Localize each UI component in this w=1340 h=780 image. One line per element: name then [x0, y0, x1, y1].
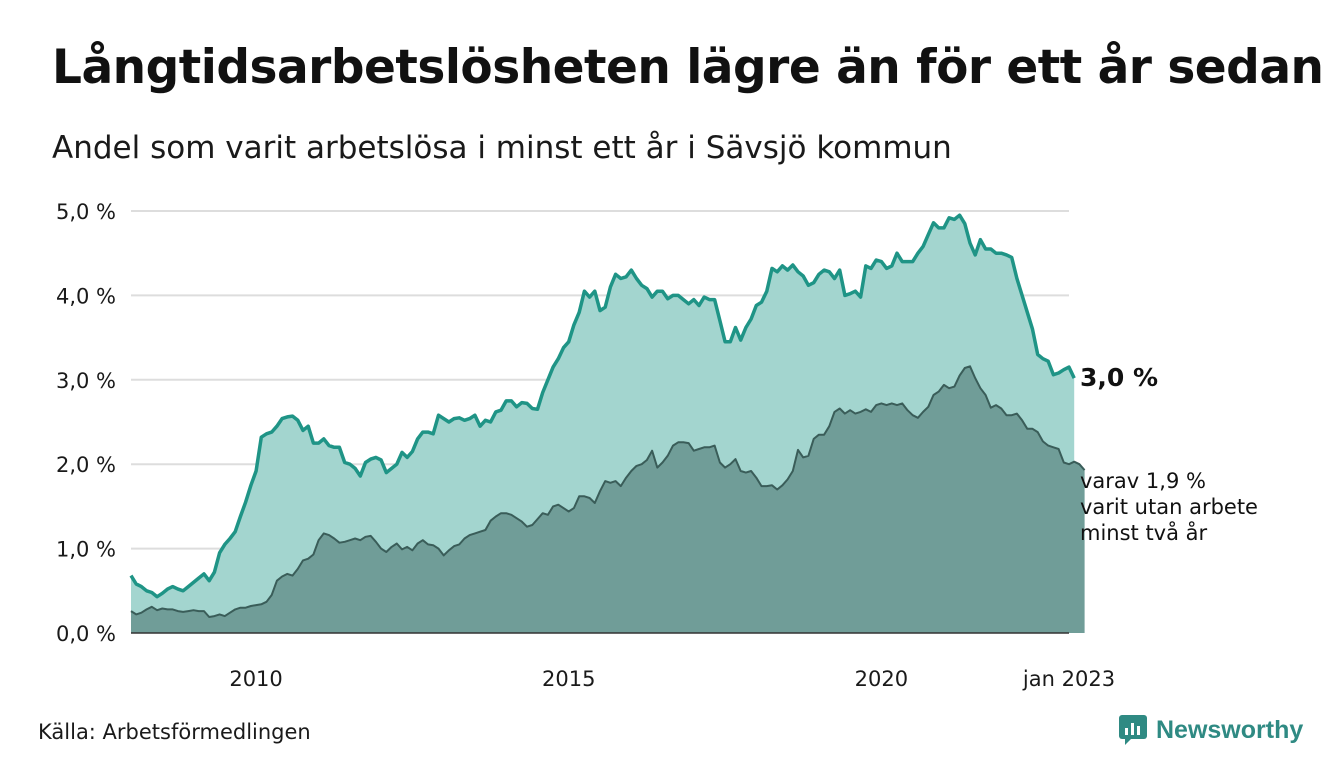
- chart-canvas: 0,0 %1,0 %2,0 %3,0 %4,0 %5,0 % 2010 2015 2…: [56, 200, 1115, 691]
- end-sub-label-line-3: minst två år: [1080, 521, 1208, 545]
- end-sub-label-line-1: varav 1,9 %: [1080, 469, 1206, 493]
- end-sub-label-line-2: varit utan arbete: [1080, 495, 1258, 519]
- chart-title: Långtidsarbetslösheten lägre än för ett …: [52, 40, 1324, 95]
- x-tick-label: 2010: [229, 667, 282, 691]
- y-tick-label: 4,0 %: [56, 284, 116, 308]
- y-tick-label: 0,0 %: [56, 622, 116, 646]
- x-axis-tick-labels: 2010 2015 2020 jan 2023: [229, 667, 1115, 691]
- brand-logo: Newsworthy: [1118, 714, 1303, 746]
- newsworthy-logo-icon: [1119, 715, 1147, 745]
- y-tick-label: 2,0 %: [56, 453, 116, 477]
- inner-series-area: [131, 366, 1085, 633]
- chart-subtitle: Andel som varit arbetslösa i minst ett å…: [52, 130, 952, 166]
- inner-series-line: [130, 365, 1086, 618]
- end-sub-label: varav 1,9 % varit utan arbete minst två …: [1080, 468, 1258, 546]
- brand-name: Newsworthy: [1156, 715, 1304, 744]
- y-tick-label: 1,0 %: [56, 538, 116, 562]
- x-tick-label: 2020: [855, 667, 908, 691]
- x-tick-label: 2015: [542, 667, 595, 691]
- y-tick-label: 5,0 %: [56, 200, 116, 224]
- outer-series-line: [129, 213, 1076, 599]
- end-value-label: 3,0 %: [1080, 363, 1159, 392]
- y-axis-tick-labels: 0,0 % 1,0 % 2,0 % 3,0 % 4,0 % 5,0 %: [56, 200, 116, 646]
- y-tick-label: 3,0 %: [56, 369, 116, 393]
- x-tick-label: jan 2023: [1022, 667, 1115, 691]
- source-note: Källa: Arbetsförmedlingen: [38, 720, 311, 744]
